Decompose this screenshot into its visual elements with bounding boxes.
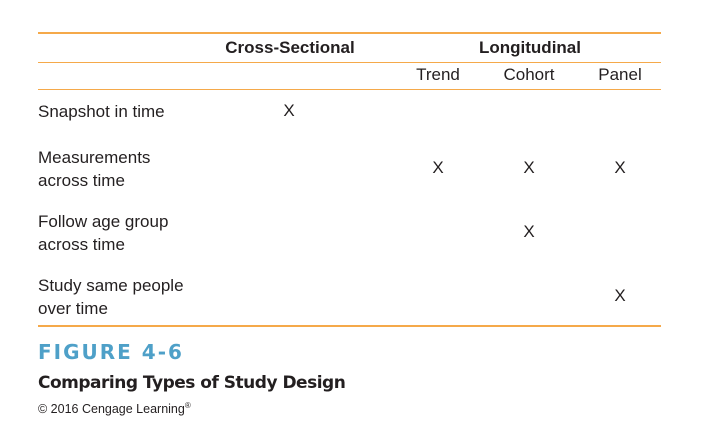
mark-measurements-cohort: X — [523, 158, 535, 177]
mark-follow-age-group-cohort: X — [523, 222, 535, 241]
row-label-snapshot: Snapshot in time — [38, 100, 258, 123]
subheader-panel: Panel — [598, 65, 642, 84]
header-bottom-rule — [38, 89, 661, 90]
header-longitudinal: Longitudinal — [479, 38, 581, 57]
mark-measurements-panel: X — [614, 158, 626, 177]
figure-title: Comparing Types of Study Design — [38, 373, 346, 393]
mark-study-same-people-panel: X — [614, 286, 626, 305]
row-label-line: across time — [38, 235, 125, 254]
row-label-line: over time — [38, 299, 108, 318]
subheader-cohort: Cohort — [503, 65, 555, 84]
registered-mark: ® — [184, 401, 191, 410]
row-label-line: Measurements — [38, 148, 151, 167]
row-label-line: across time — [38, 171, 125, 190]
table-bottom-rule — [38, 325, 661, 327]
copyright-text: © 2016 Cengage Learning — [38, 402, 185, 417]
header-divider-full — [38, 62, 661, 63]
figure-copyright: © 2016 Cengage Learning® — [38, 401, 191, 416]
subheader-trend: Trend — [416, 65, 460, 84]
header-cross-sectional: Cross-Sectional — [225, 38, 355, 57]
row-label-line: Snapshot in time — [38, 102, 165, 121]
row-label-line: Follow age group — [38, 212, 169, 231]
mark-snapshot-cross-sectional: X — [283, 101, 295, 120]
row-label-line: Study same people — [38, 276, 184, 295]
figure-number: FIGURE 4-6 — [38, 340, 184, 364]
row-label-measurements: Measurements across time — [38, 146, 258, 192]
row-label-study-same-people: Study same people over time — [38, 274, 258, 320]
mark-measurements-trend: X — [432, 158, 444, 177]
table-top-rule — [38, 32, 661, 34]
row-label-follow-age-group: Follow age group across time — [38, 210, 258, 256]
